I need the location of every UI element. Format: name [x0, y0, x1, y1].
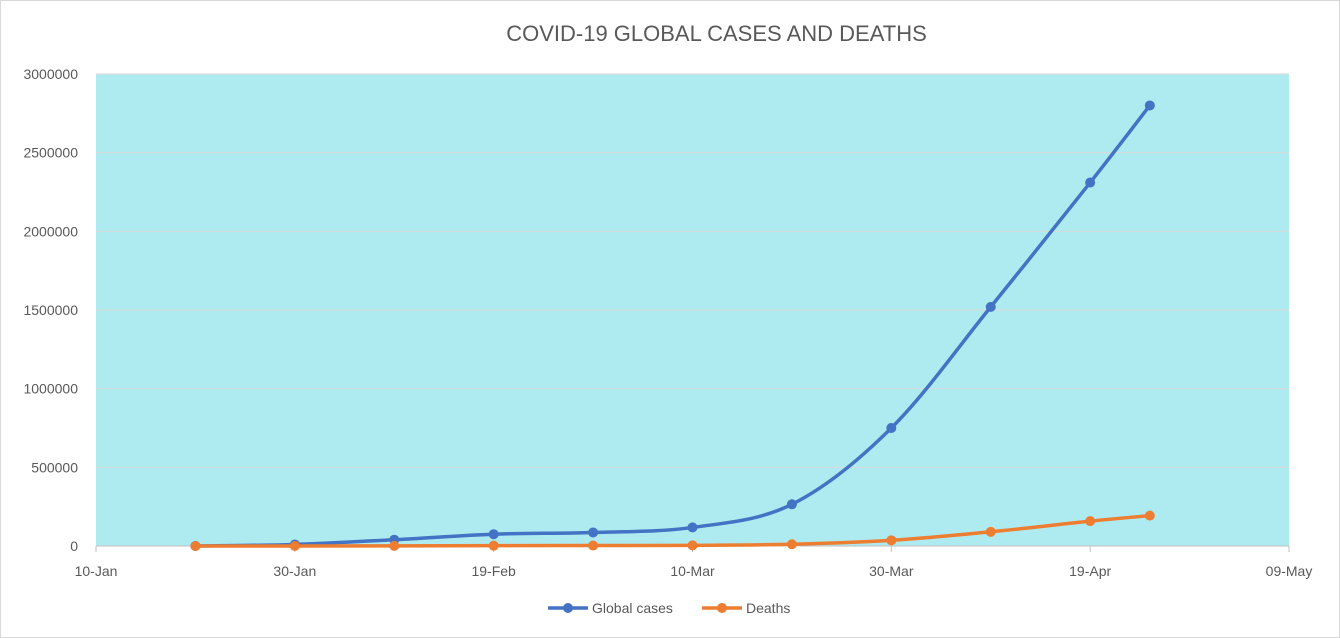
- y-axis-tick-labels: 0 500000 1000000 1500000 2000000 2500000 30000…: [23, 66, 78, 554]
- data-point: [985, 301, 996, 312]
- legend-entry: Global cases: [548, 600, 673, 616]
- y-tick-label: 500000: [31, 459, 78, 475]
- x-tick-label: 10-Mar: [670, 563, 715, 579]
- data-point: [985, 526, 996, 537]
- data-point: [488, 540, 499, 551]
- legend-entry: Deaths: [702, 600, 790, 616]
- series-line: [193, 103, 1152, 548]
- y-tick-label: 2000000: [23, 223, 78, 239]
- legend-marker: [563, 603, 573, 613]
- data-point: [886, 535, 897, 546]
- x-tick-label: 30-Mar: [869, 563, 914, 579]
- legend-label: Deaths: [746, 600, 790, 616]
- data-point: [488, 529, 499, 540]
- data-point: [588, 527, 599, 538]
- data-point: [190, 540, 201, 551]
- data-point: [786, 539, 797, 550]
- gridlines: [96, 73, 1289, 468]
- data-point: [1144, 510, 1155, 521]
- x-axis: 10-Jan 30-Jan 19-Feb 10-Mar 30-Mar 19-Apr 09-M…: [75, 545, 1313, 579]
- x-tick-label: 10-Jan: [75, 563, 118, 579]
- data-point: [886, 423, 897, 433]
- y-tick-label: 1000000: [23, 381, 78, 397]
- data-point: [289, 540, 300, 551]
- data-point: [786, 499, 797, 510]
- x-tick-label: 19-Apr: [1069, 563, 1111, 579]
- data-point: [1144, 100, 1155, 111]
- data-point: [687, 522, 698, 533]
- y-tick-label: 0: [70, 538, 78, 554]
- data-point: [588, 540, 599, 551]
- data-point: [389, 540, 400, 551]
- y-tick-label: 3000000: [23, 66, 78, 82]
- legend: Global cases Deaths: [548, 600, 790, 616]
- legend-marker: [717, 603, 727, 613]
- y-tick-label: 2500000: [23, 145, 78, 161]
- data-point: [687, 540, 698, 551]
- data-point: [1085, 177, 1096, 188]
- chart-title: COVID-19 GLOBAL CASES AND DEATHS: [506, 21, 927, 46]
- series-deaths: [190, 510, 1155, 551]
- x-tick-label: 30-Jan: [273, 563, 316, 579]
- x-tick-label: 09-May: [1266, 563, 1313, 579]
- data-point: [1085, 516, 1096, 527]
- legend-label: Global cases: [592, 600, 673, 616]
- x-tick-label: 19-Feb: [471, 563, 516, 579]
- y-tick-label: 1500000: [23, 302, 78, 318]
- series-layer: [190, 100, 1155, 551]
